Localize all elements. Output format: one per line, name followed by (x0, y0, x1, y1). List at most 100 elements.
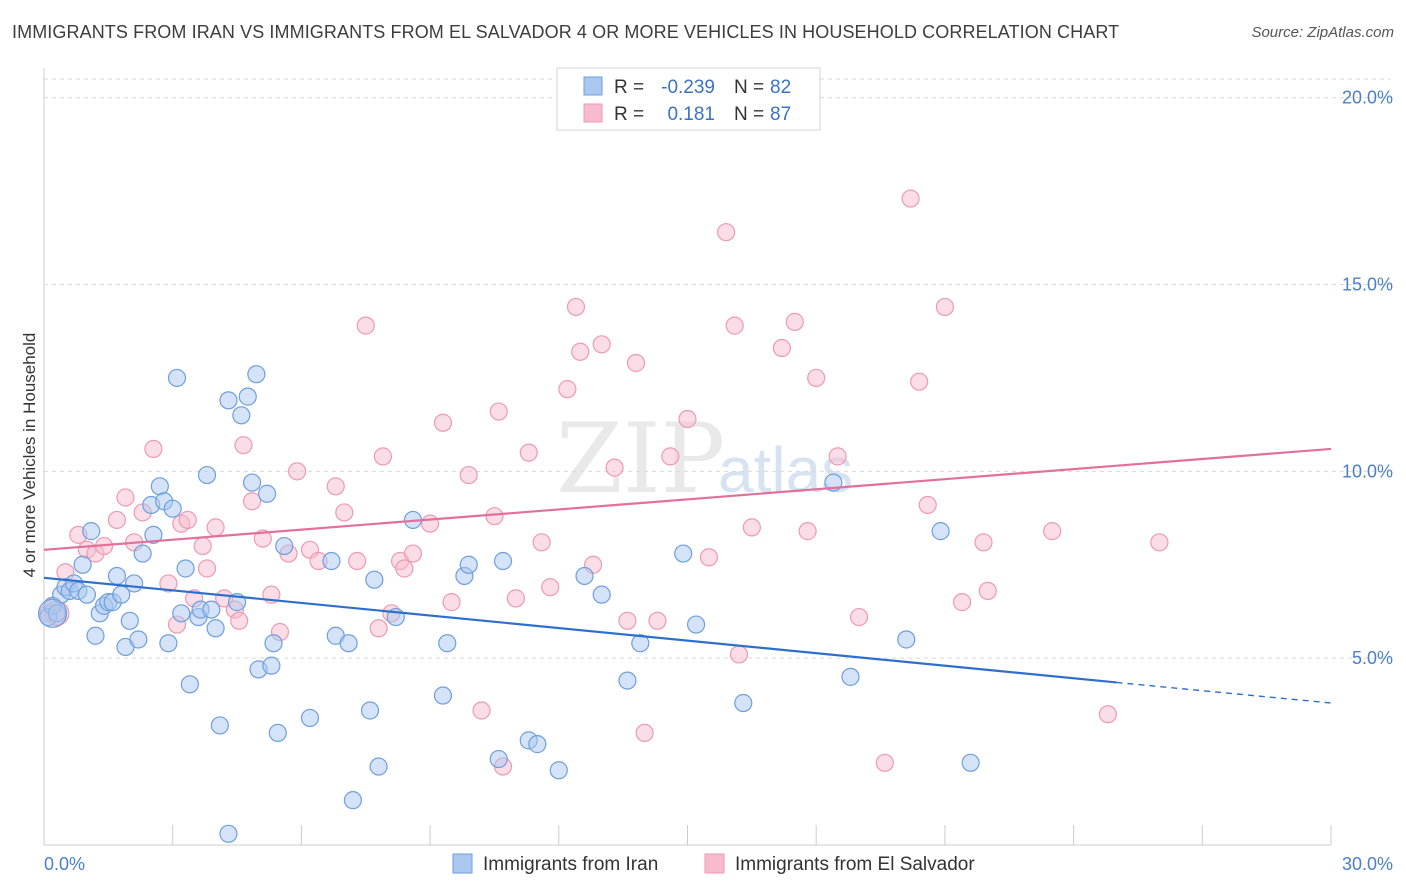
x-tick-labels: 0.0% 30.0% (44, 854, 1393, 874)
el-salvador-point (230, 611, 249, 630)
iran-point (159, 634, 178, 653)
y-tick-label: 20.0% (1342, 88, 1393, 108)
el-salvador-point (489, 402, 508, 421)
iran-point (242, 473, 262, 492)
iran-point (343, 791, 362, 810)
iran-point (238, 387, 257, 406)
iran-point (575, 566, 594, 586)
iran-point (262, 656, 281, 675)
el-salvador-point (373, 447, 393, 466)
el-salvador-point (717, 223, 736, 242)
el-salvador-point (1098, 705, 1118, 724)
el-salvador-point (974, 533, 993, 552)
x-tick-label-max: 30.0% (1342, 854, 1393, 874)
iran-point (300, 708, 320, 728)
iran-point (47, 604, 66, 623)
iran-point (167, 368, 187, 388)
el-salvador-point (442, 593, 461, 612)
y-tick-label: 10.0% (1342, 461, 1393, 481)
el-salvador-point (952, 593, 972, 612)
iran-point (163, 499, 182, 518)
iran-point (232, 406, 251, 425)
el-salvador-point (626, 353, 646, 373)
el-salvador-point (421, 514, 440, 533)
iran-point (129, 630, 148, 649)
iran-point (86, 626, 105, 645)
iran-point (257, 484, 277, 503)
el-salvador-point (107, 510, 127, 530)
el-salvador-point (356, 316, 375, 335)
iran-point (459, 555, 478, 574)
iran-point (592, 585, 611, 604)
iran-point (339, 634, 358, 653)
el-salvador-point (618, 611, 637, 630)
iran-point (493, 551, 513, 571)
el-salvador-point (485, 507, 504, 526)
stats-els-r-label: R = (614, 104, 644, 125)
el-salvador-point (403, 544, 423, 563)
stats-iran-r-value: -0.239 (661, 77, 715, 98)
el-salvador-point (828, 447, 847, 466)
iran-point (202, 600, 221, 619)
el-salvador-point (849, 607, 869, 627)
el-salvador-point (729, 645, 749, 664)
iran-trend-extension (1116, 681, 1332, 704)
el-salvador-point (242, 492, 262, 511)
iran-point (686, 615, 706, 634)
el-salvador-point (193, 536, 212, 556)
iran-point (631, 634, 650, 653)
iran-point (176, 559, 195, 578)
el-salvador-point (1150, 533, 1169, 552)
legend: Immigrants from Iran Immigrants from El … (452, 853, 975, 875)
iran-point (674, 544, 693, 563)
axes (43, 68, 1332, 846)
stats-els-n-value: 87 (770, 104, 791, 125)
stats-iran-swatch (583, 76, 603, 96)
iran-point (210, 716, 229, 735)
el-salvador-point (901, 189, 920, 208)
chart-title: IMMIGRANTS FROM IRAN VS IMMIGRANTS FROM … (12, 22, 1120, 42)
iran-point (369, 757, 388, 776)
iran-point (275, 536, 294, 556)
iran-point (124, 574, 144, 593)
el-salvador-point (875, 753, 894, 772)
stats-box: R = -0.239 N = 82 R = 0.181 N = 87 (556, 67, 821, 131)
trend-lines (43, 447, 1332, 704)
iran-points (37, 365, 980, 843)
y-tick-label: 15.0% (1342, 275, 1393, 295)
iran-point (734, 693, 753, 713)
el-salvador-point (197, 559, 217, 578)
el-salvador-point (935, 297, 955, 317)
stats-iran-r-label: R = (614, 77, 644, 98)
el-salvador-point (742, 518, 761, 537)
y-axis-label: 4 or more Vehicles in Household (20, 333, 39, 578)
iran-point (268, 723, 287, 743)
iran-trend-line (43, 576, 1117, 684)
iran-point (172, 604, 191, 623)
iran-point (841, 667, 860, 686)
iran-point (264, 634, 283, 653)
iran-point (219, 391, 238, 410)
iran-point (322, 551, 341, 571)
el-salvador-point (506, 589, 526, 608)
iran-point (219, 824, 238, 843)
y-tick-label: 5.0% (1352, 648, 1393, 668)
iran-point (528, 735, 547, 754)
el-salvador-point (459, 465, 478, 485)
iran-point (206, 619, 225, 638)
iran-point (133, 544, 152, 563)
legend-iran-swatch (452, 853, 473, 874)
iran-point (73, 555, 92, 574)
legend-iran-label: Immigrants from Iran (483, 854, 658, 875)
el-salvador-point (910, 372, 929, 391)
el-salvador-trend-line (43, 447, 1332, 551)
iran-point (433, 686, 453, 705)
el-salvador-point (206, 518, 225, 537)
el-salvador-point (395, 559, 414, 578)
iran-point (247, 365, 266, 384)
el-salvador-point (541, 578, 560, 597)
el-salvador-point (159, 574, 178, 593)
iran-point (180, 675, 199, 694)
x-tick-label-min: 0.0% (44, 854, 85, 874)
el-salvador-point (288, 462, 307, 481)
